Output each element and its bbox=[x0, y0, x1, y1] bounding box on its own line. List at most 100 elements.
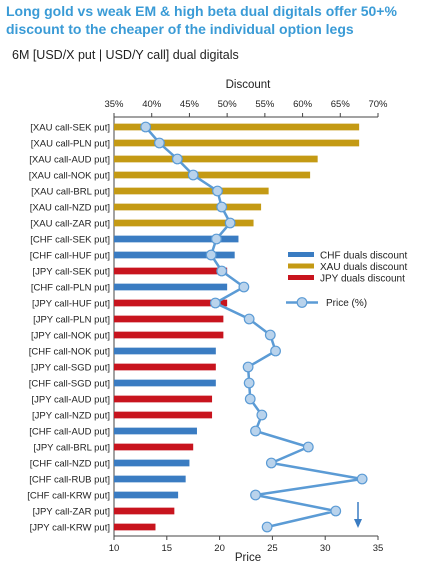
category-label: [JPY call-ZAR put] bbox=[33, 507, 110, 518]
price-marker bbox=[250, 425, 261, 437]
discount-bar bbox=[114, 363, 216, 371]
category-label: [CHF call-SGD put] bbox=[29, 379, 110, 390]
top-axis-tick-label: 55% bbox=[255, 99, 275, 110]
price-marker bbox=[216, 265, 228, 277]
top-axis-tick-label: 70% bbox=[368, 99, 388, 110]
discount-bar bbox=[114, 395, 213, 403]
bottom-axis-tick-label: 15 bbox=[162, 543, 173, 554]
discount-bar bbox=[114, 299, 228, 307]
category-label: [JPY call-PLN put] bbox=[33, 315, 110, 326]
legend-label: CHF duals discount bbox=[320, 251, 407, 262]
price-marker bbox=[212, 185, 223, 197]
price-marker bbox=[187, 169, 199, 181]
discount-bar bbox=[114, 427, 197, 435]
legend-swatch bbox=[288, 263, 314, 269]
legend-label: Price (%) bbox=[326, 298, 367, 309]
category-label: [JPY call-NOK put] bbox=[31, 331, 110, 342]
discount-bar bbox=[114, 267, 228, 275]
category-label: [XAU call-NOK put] bbox=[29, 171, 110, 182]
discount-bar bbox=[114, 283, 228, 291]
price-marker bbox=[224, 217, 236, 229]
price-marker bbox=[256, 409, 268, 421]
chart-title: Long gold vs weak EM & high beta dual di… bbox=[6, 3, 397, 37]
price-marker bbox=[243, 377, 255, 389]
category-label: [XAU call-NZD put] bbox=[30, 203, 110, 214]
discount-bar bbox=[114, 155, 318, 163]
discount-bar bbox=[114, 331, 224, 339]
category-label: [CHF call-RUB put] bbox=[29, 475, 110, 486]
price-marker bbox=[238, 281, 250, 293]
discount-bar bbox=[114, 219, 254, 227]
price-marker bbox=[302, 441, 314, 453]
price-line bbox=[144, 126, 363, 529]
price-marker bbox=[171, 153, 183, 165]
top-axis-tick-label: 45% bbox=[180, 99, 200, 110]
category-label: [XAU call-PLN put] bbox=[31, 139, 110, 150]
top-axis-tick-label: 50% bbox=[218, 99, 238, 110]
category-label: [CHF call-HUF put] bbox=[30, 251, 110, 262]
top-axis-tick-label: 40% bbox=[142, 99, 162, 110]
category-label: [JPY call-HUF put] bbox=[32, 299, 110, 310]
category-label: [CHF call-NOK put] bbox=[29, 347, 110, 358]
top-axis-tick-label: 60% bbox=[293, 99, 313, 110]
price-marker bbox=[261, 521, 273, 533]
price-marker bbox=[154, 137, 165, 149]
bottom-axis-tick-label: 30 bbox=[320, 543, 331, 554]
discount-bar bbox=[114, 139, 360, 147]
price-marker bbox=[244, 393, 256, 405]
category-label: [JPY call-BRL put] bbox=[33, 443, 110, 454]
legend-price-marker bbox=[296, 297, 308, 308]
discount-bar bbox=[114, 491, 179, 499]
bottom-axis-label: Price bbox=[235, 552, 261, 564]
price-marker bbox=[356, 473, 368, 485]
category-label: [XAU call-BRL put] bbox=[31, 187, 110, 198]
bottom-axis-tick-label: 35 bbox=[373, 543, 384, 554]
price-marker bbox=[264, 329, 276, 341]
discount-bar bbox=[114, 203, 262, 211]
discount-bar bbox=[114, 347, 216, 355]
category-label: [CHF call-KRW put] bbox=[27, 491, 110, 502]
discount-bar bbox=[114, 315, 224, 323]
discount-bar bbox=[114, 411, 213, 419]
price-marker bbox=[211, 233, 222, 245]
price-marker bbox=[242, 361, 254, 373]
legend-swatch bbox=[288, 275, 314, 280]
category-label: [XAU call-ZAR put] bbox=[30, 219, 110, 230]
category-label: [CHF call-AUD put] bbox=[29, 427, 110, 438]
top-axis-tick-label: 35% bbox=[104, 99, 124, 110]
category-label: [JPY call-SGD put] bbox=[31, 363, 110, 374]
legend-label: JPY duals discount bbox=[320, 274, 405, 285]
discount-bar bbox=[114, 523, 156, 531]
bottom-axis-tick-label: 20 bbox=[214, 543, 225, 554]
discount-bar bbox=[114, 251, 235, 259]
price-marker bbox=[265, 457, 277, 469]
category-label: [JPY call-SEK put] bbox=[33, 267, 110, 278]
top-axis-tick-label: 65% bbox=[331, 99, 351, 110]
bottom-axis-tick-label: 10 bbox=[109, 543, 120, 554]
legend-swatch bbox=[288, 252, 314, 257]
discount-bar bbox=[114, 459, 190, 467]
category-label: [XAU call-SEK put] bbox=[30, 123, 110, 134]
category-label: [JPY call-AUD put] bbox=[32, 395, 111, 406]
discount-bar bbox=[114, 235, 239, 243]
category-label: [CHF call-PLN put] bbox=[31, 283, 110, 294]
bottom-axis-tick-label: 25 bbox=[267, 543, 278, 554]
discount-bar bbox=[114, 171, 311, 179]
price-marker bbox=[209, 297, 221, 309]
discount-bar bbox=[114, 379, 216, 387]
price-marker bbox=[330, 505, 342, 517]
price-marker bbox=[250, 489, 261, 501]
category-label: [XAU call-AUD put] bbox=[29, 155, 110, 166]
price-marker bbox=[216, 201, 228, 213]
category-label: [JPY call-NZD put] bbox=[32, 411, 110, 422]
legend-label: XAU duals discount bbox=[320, 262, 407, 273]
top-axis-label: Discount bbox=[226, 79, 272, 91]
price-marker bbox=[205, 249, 217, 261]
discount-bar bbox=[114, 507, 175, 515]
price-marker bbox=[243, 313, 255, 325]
discount-bar bbox=[114, 123, 360, 131]
discount-bar bbox=[114, 475, 186, 483]
price-marker bbox=[140, 121, 152, 133]
discount-bar bbox=[114, 187, 269, 195]
